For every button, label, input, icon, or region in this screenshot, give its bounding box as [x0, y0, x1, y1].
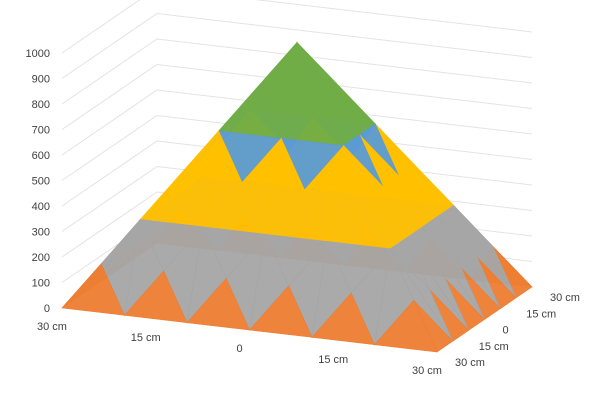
z-tick-label: 800 — [32, 99, 50, 111]
surface-facet — [123, 270, 188, 324]
y-tick-label: 30 cm — [550, 292, 580, 304]
x-tick-label: 15 cm — [131, 332, 161, 344]
vertical-axis-tick-labels: 0 100 200 300 400 500 600 700 800 900 1000 — [26, 48, 50, 315]
z-tick-label: 700 — [32, 125, 50, 137]
surface-facet — [186, 277, 250, 331]
back-wall-gridlines — [61, 0, 533, 309]
z-tick-label: 300 — [32, 227, 50, 239]
surface-facet — [311, 292, 375, 346]
gridline — [61, 89, 533, 156]
z-tick-label: 600 — [32, 150, 50, 162]
y-tick-label: 30 cm — [455, 357, 485, 369]
z-tick-label: 1000 — [26, 48, 50, 60]
gridline — [61, 0, 533, 54]
front-axis-tick-labels: 30 cm 15 cm 0 15 cm 30 cm — [37, 321, 442, 377]
z-tick-label: 400 — [32, 201, 50, 213]
x-tick-label: 0 — [236, 343, 242, 355]
surface-facet — [248, 285, 313, 338]
z-tick-label: 0 — [44, 303, 50, 315]
gridline — [61, 63, 533, 130]
y-tick-label: 15 cm — [526, 308, 556, 320]
x-tick-label: 30 cm — [37, 321, 67, 333]
side-axis-tick-labels: 30 cm 15 cm 0 15 cm 30 cm — [455, 292, 580, 369]
gridline — [61, 12, 533, 79]
z-tick-label: 900 — [32, 74, 50, 86]
z-tick-label: 100 — [32, 278, 50, 290]
gridline — [61, 114, 533, 181]
y-tick-label: 0 — [503, 325, 509, 337]
x-tick-label: 15 cm — [318, 354, 348, 366]
y-tick-label: 15 cm — [479, 341, 509, 353]
z-tick-label: 500 — [32, 176, 50, 188]
gridline — [61, 38, 533, 105]
surface-plot — [61, 41, 533, 353]
surface-facet — [61, 263, 125, 316]
z-tick-label: 200 — [32, 252, 50, 264]
surface-facet — [373, 299, 438, 353]
x-tick-label: 30 cm — [412, 365, 442, 377]
